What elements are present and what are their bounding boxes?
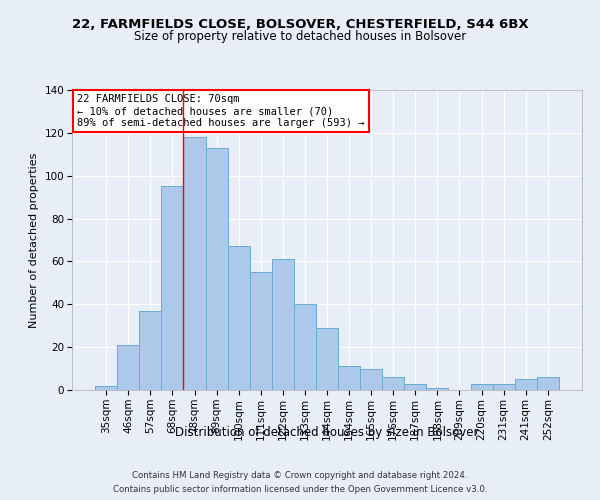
Bar	[184, 137, 206, 390]
Text: 22, FARMFIELDS CLOSE, BOLSOVER, CHESTERFIELD, S44 6BX: 22, FARMFIELDS CLOSE, BOLSOVER, CHESTERF…	[71, 18, 529, 30]
Bar	[139, 310, 161, 390]
Bar	[294, 304, 316, 390]
Text: 22 FARMFIELDS CLOSE: 70sqm
← 10% of detached houses are smaller (70)
89% of semi: 22 FARMFIELDS CLOSE: 70sqm ← 10% of deta…	[77, 94, 365, 128]
Bar	[161, 186, 184, 390]
Bar	[117, 345, 139, 390]
Bar	[537, 377, 559, 390]
Text: Size of property relative to detached houses in Bolsover: Size of property relative to detached ho…	[134, 30, 466, 43]
Text: Distribution of detached houses by size in Bolsover: Distribution of detached houses by size …	[175, 426, 479, 439]
Bar	[272, 260, 294, 390]
Bar	[515, 380, 537, 390]
Bar	[338, 366, 360, 390]
Bar	[470, 384, 493, 390]
Bar	[404, 384, 427, 390]
Bar	[382, 377, 404, 390]
Bar	[250, 272, 272, 390]
Text: Contains HM Land Registry data © Crown copyright and database right 2024.: Contains HM Land Registry data © Crown c…	[132, 472, 468, 480]
Bar	[493, 384, 515, 390]
Text: Contains public sector information licensed under the Open Government Licence v3: Contains public sector information licen…	[113, 484, 487, 494]
Bar	[316, 328, 338, 390]
Bar	[206, 148, 227, 390]
Bar	[427, 388, 448, 390]
Y-axis label: Number of detached properties: Number of detached properties	[29, 152, 39, 328]
Bar	[227, 246, 250, 390]
Bar	[360, 368, 382, 390]
Bar	[95, 386, 117, 390]
